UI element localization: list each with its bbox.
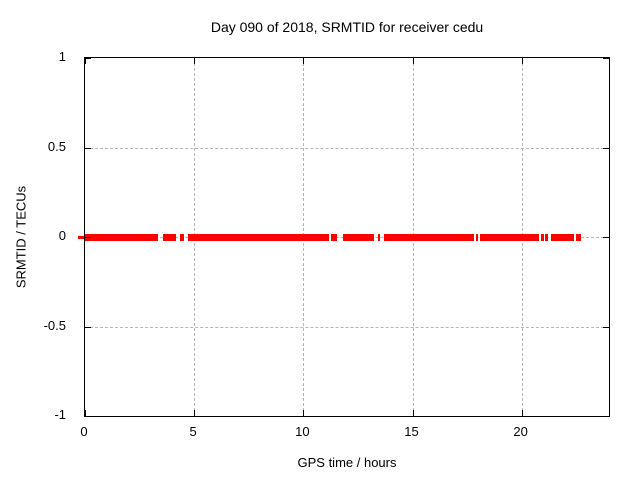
- grid-line-horizontal: [85, 326, 609, 328]
- y-axis-tick: [85, 58, 91, 59]
- x-axis-tick: [194, 410, 196, 416]
- data-segment: [162, 233, 177, 241]
- y-tick-label: 1: [58, 49, 66, 64]
- grid-line-horizontal: [85, 147, 609, 149]
- data-segment: [384, 233, 475, 241]
- x-axis-tick: [521, 410, 523, 416]
- data-segment: [479, 233, 539, 241]
- x-tick-label: 0: [80, 424, 88, 439]
- y-tick-label: -1: [54, 407, 66, 422]
- y-axis-tick-mirror: [603, 147, 609, 149]
- x-axis-tick-mirror: [85, 58, 86, 64]
- chart-title: Day 090 of 2018, SRMTID for receiver ced…: [210, 19, 484, 35]
- x-axis-tick-mirror: [412, 58, 414, 64]
- data-segment: [576, 233, 582, 241]
- x-tick-label: 15: [404, 424, 419, 439]
- y-axis-tick-mirror: [603, 416, 609, 417]
- x-tick-label: 20: [513, 424, 528, 439]
- data-segment: [188, 233, 330, 241]
- x-axis-tick: [412, 410, 414, 416]
- x-axis-tick-mirror: [303, 58, 305, 64]
- y-axis-tick: [85, 416, 91, 417]
- y-axis-tick-mirror: [603, 58, 609, 59]
- x-tick-label: 5: [189, 424, 197, 439]
- data-segment: [545, 233, 548, 241]
- plot-area: [78, 57, 610, 417]
- data-segment: [377, 233, 381, 241]
- y-tick-label: 0.5: [47, 138, 66, 154]
- x-axis-tick: [85, 410, 86, 416]
- x-axis-label: GPS time / hours: [297, 455, 397, 470]
- data-segment: [331, 233, 337, 241]
- y-axis-tick: [85, 237, 91, 238]
- y-axis-tick: [85, 326, 91, 328]
- x-axis-tick-mirror: [194, 58, 196, 64]
- y-axis-tick: [85, 147, 91, 149]
- data-segment: [550, 233, 575, 241]
- data-segment: [475, 233, 479, 241]
- errorbar-stub: [78, 235, 84, 239]
- data-segment: [342, 233, 375, 241]
- y-tick-label: -0.5: [43, 317, 66, 333]
- y-axis-tick-mirror: [603, 237, 609, 238]
- data-segment: [541, 233, 544, 241]
- y-axis-tick-mirror: [603, 326, 609, 328]
- x-axis-tick-mirror: [521, 58, 523, 64]
- data-segment: [180, 233, 185, 241]
- data-segment: [85, 233, 159, 241]
- x-tick-label: 10: [295, 424, 310, 439]
- x-axis-tick: [303, 410, 305, 416]
- y-tick-label: 0: [58, 228, 66, 243]
